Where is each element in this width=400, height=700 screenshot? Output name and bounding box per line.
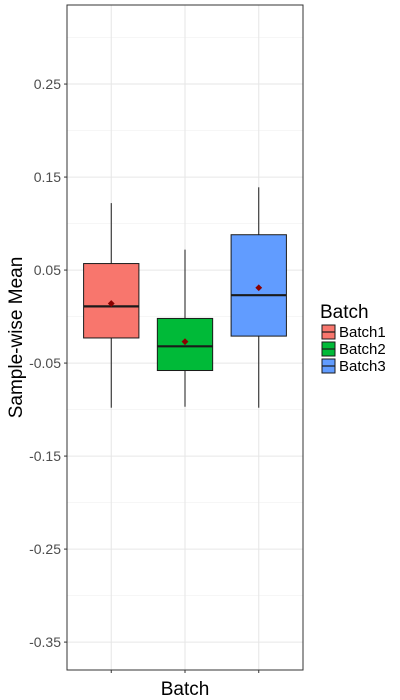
legend-label: Batch1 bbox=[339, 324, 386, 341]
mean-marker bbox=[181, 338, 189, 346]
legend-label: Batch2 bbox=[339, 341, 386, 358]
legend-title: Batch bbox=[320, 302, 369, 323]
legend-item-batch2: Batch2 bbox=[321, 341, 386, 358]
y-tick-label: -0.05 bbox=[29, 355, 61, 371]
box-batch1 bbox=[83, 203, 140, 408]
box-batch2 bbox=[156, 249, 214, 407]
y-tick-label: 0.15 bbox=[34, 169, 61, 185]
mean-marker bbox=[107, 300, 115, 307]
y-tick-label: -0.35 bbox=[29, 634, 61, 650]
y-tick-label: -0.25 bbox=[29, 541, 61, 557]
mean-marker bbox=[255, 284, 263, 292]
legend-label: Batch3 bbox=[339, 358, 386, 375]
box-batch3 bbox=[230, 187, 287, 408]
box-plots bbox=[83, 187, 287, 408]
x-axis-title: Batch bbox=[161, 679, 210, 700]
y-tick-label: 0.05 bbox=[34, 262, 61, 278]
y-tick-label: 0.25 bbox=[34, 76, 61, 92]
legend-item-batch3: Batch3 bbox=[321, 358, 386, 375]
y-axis-title: Sample-wise Mean bbox=[6, 257, 27, 419]
legend-item-batch1: Batch1 bbox=[321, 324, 386, 341]
axes: 0.25 0.15 0.05 -0.05 -0.15 -0.25 -0.35 bbox=[29, 76, 260, 673]
y-tick-label: -0.15 bbox=[29, 448, 61, 464]
